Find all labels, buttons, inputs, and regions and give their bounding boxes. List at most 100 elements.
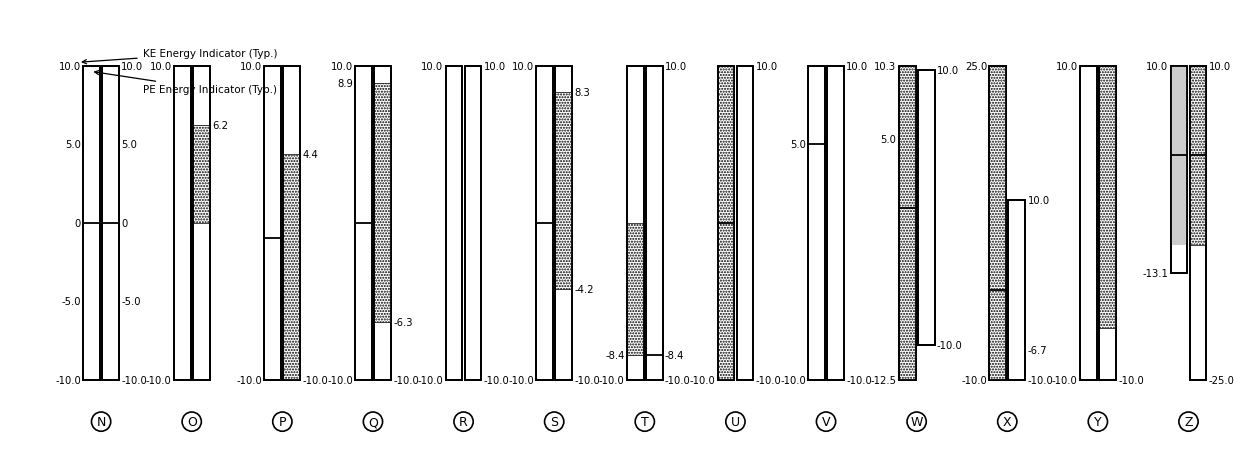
Text: Z: Z bbox=[1184, 415, 1193, 428]
Text: 0: 0 bbox=[122, 218, 128, 228]
Bar bbox=[990, 67, 1006, 380]
Text: PE Energy Indicator (Typ.): PE Energy Indicator (Typ.) bbox=[94, 71, 277, 95]
Bar bbox=[355, 67, 372, 380]
Bar bbox=[1189, 67, 1207, 246]
Bar bbox=[827, 67, 844, 380]
Text: -10.0: -10.0 bbox=[936, 341, 962, 350]
Bar bbox=[83, 67, 100, 380]
Text: -5.0: -5.0 bbox=[62, 297, 81, 307]
Bar bbox=[1189, 67, 1207, 380]
Text: -10.0: -10.0 bbox=[689, 375, 715, 385]
Text: -6.3: -6.3 bbox=[393, 317, 413, 327]
Bar bbox=[627, 223, 644, 355]
Bar bbox=[1171, 67, 1188, 273]
Text: 8.3: 8.3 bbox=[574, 88, 590, 98]
Text: -25.0: -25.0 bbox=[1209, 375, 1235, 385]
Text: -10.0: -10.0 bbox=[780, 375, 806, 385]
Text: 5.0: 5.0 bbox=[122, 140, 138, 150]
Bar bbox=[556, 93, 572, 289]
Bar bbox=[193, 67, 210, 380]
Bar bbox=[1008, 201, 1025, 380]
Text: 10.3: 10.3 bbox=[874, 62, 897, 72]
Text: -10.0: -10.0 bbox=[418, 375, 444, 385]
Text: -10.0: -10.0 bbox=[1118, 375, 1143, 385]
Bar bbox=[374, 84, 391, 322]
Bar bbox=[1189, 67, 1207, 380]
Text: -4.2: -4.2 bbox=[574, 284, 594, 294]
Bar bbox=[627, 67, 644, 380]
Bar bbox=[899, 67, 915, 380]
Text: 10.0: 10.0 bbox=[1028, 196, 1049, 206]
Text: Y: Y bbox=[1094, 415, 1101, 428]
Text: 10.0: 10.0 bbox=[1055, 62, 1078, 72]
Text: -8.4: -8.4 bbox=[605, 350, 625, 360]
Text: -10.0: -10.0 bbox=[574, 375, 600, 385]
Text: -10.0: -10.0 bbox=[1052, 375, 1078, 385]
Text: -10.0: -10.0 bbox=[56, 375, 81, 385]
Text: 10.0: 10.0 bbox=[58, 62, 81, 72]
Bar bbox=[264, 67, 281, 380]
Text: W: W bbox=[910, 415, 923, 428]
Text: -10.0: -10.0 bbox=[961, 375, 987, 385]
Bar bbox=[808, 67, 825, 380]
Bar bbox=[374, 67, 391, 380]
Text: U: U bbox=[730, 415, 740, 428]
Bar bbox=[536, 67, 553, 380]
Text: -8.4: -8.4 bbox=[665, 350, 684, 360]
Text: 8.9: 8.9 bbox=[337, 79, 353, 89]
Bar bbox=[374, 67, 391, 380]
Text: -10.0: -10.0 bbox=[846, 375, 872, 385]
Text: 10.0: 10.0 bbox=[755, 62, 777, 72]
Text: -10.0: -10.0 bbox=[1028, 375, 1053, 385]
Bar bbox=[646, 67, 662, 380]
Text: 10.0: 10.0 bbox=[512, 62, 534, 72]
Bar bbox=[899, 67, 915, 380]
Bar bbox=[990, 67, 1006, 380]
Bar bbox=[284, 154, 300, 380]
Text: 10.0: 10.0 bbox=[241, 62, 262, 72]
Bar bbox=[193, 67, 210, 380]
Text: 10.0: 10.0 bbox=[331, 62, 353, 72]
Bar bbox=[627, 67, 644, 380]
Text: -12.5: -12.5 bbox=[870, 375, 897, 385]
Bar bbox=[718, 67, 734, 380]
Text: S: S bbox=[551, 415, 558, 428]
Text: T: T bbox=[641, 415, 649, 428]
Bar bbox=[264, 67, 281, 380]
Bar bbox=[1099, 67, 1116, 380]
Text: 5.0: 5.0 bbox=[880, 134, 897, 144]
Bar bbox=[918, 71, 935, 345]
Bar bbox=[990, 67, 1006, 380]
Text: N: N bbox=[97, 415, 105, 428]
Bar bbox=[445, 67, 463, 380]
Bar bbox=[1099, 67, 1116, 380]
Text: -6.7: -6.7 bbox=[1028, 345, 1047, 355]
Text: -13.1: -13.1 bbox=[1142, 268, 1168, 278]
Bar bbox=[1008, 201, 1025, 380]
Text: -10.0: -10.0 bbox=[327, 375, 353, 385]
Bar bbox=[1171, 67, 1188, 273]
Text: -10.0: -10.0 bbox=[755, 375, 781, 385]
Bar bbox=[83, 67, 100, 380]
Text: R: R bbox=[459, 415, 467, 428]
Bar bbox=[445, 67, 463, 380]
Text: 25.0: 25.0 bbox=[965, 62, 987, 72]
Text: 5.0: 5.0 bbox=[790, 140, 806, 150]
Bar bbox=[1080, 67, 1096, 380]
Text: -10.0: -10.0 bbox=[146, 375, 171, 385]
Bar bbox=[284, 67, 300, 380]
Text: -10.0: -10.0 bbox=[665, 375, 691, 385]
Text: 0: 0 bbox=[74, 218, 81, 228]
Bar bbox=[827, 67, 844, 380]
Bar bbox=[808, 67, 825, 380]
Text: -10.0: -10.0 bbox=[237, 375, 262, 385]
Text: V: V bbox=[822, 415, 831, 428]
Bar bbox=[1099, 67, 1116, 328]
Text: 4.4: 4.4 bbox=[303, 149, 319, 159]
Text: 5.0: 5.0 bbox=[64, 140, 81, 150]
Bar bbox=[355, 67, 372, 380]
Text: Q: Q bbox=[368, 415, 378, 428]
Text: KE Energy Indicator (Typ.): KE Energy Indicator (Typ.) bbox=[82, 49, 277, 64]
Text: 10.0: 10.0 bbox=[1146, 62, 1168, 72]
Text: 10.0: 10.0 bbox=[665, 62, 687, 72]
